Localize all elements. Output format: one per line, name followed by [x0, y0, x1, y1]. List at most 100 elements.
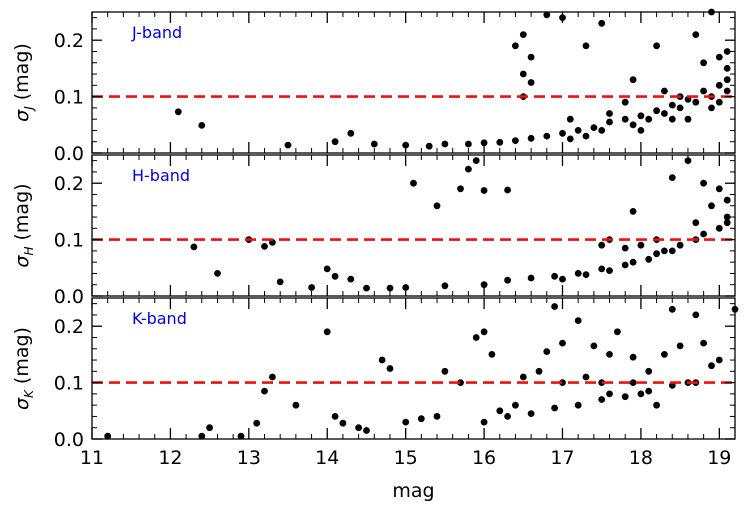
data-point [261, 243, 268, 250]
data-point [433, 413, 441, 420]
data-point [676, 342, 684, 350]
data-point [590, 124, 598, 131]
x-tick-label: 15 [394, 447, 418, 469]
x-tick-label: 16 [472, 447, 496, 469]
data-point [723, 76, 731, 84]
x-tick-label: 14 [315, 447, 339, 469]
data-point [692, 31, 700, 38]
data-point [684, 115, 692, 123]
band-label: J-band [131, 23, 182, 42]
data-point [574, 401, 582, 409]
data-point [347, 129, 355, 137]
y-tick-label: 0.1 [54, 87, 84, 109]
data-point [629, 121, 637, 129]
data-point [629, 379, 637, 386]
data-point [653, 250, 660, 258]
x-tick-label: 18 [629, 447, 653, 469]
data-point [621, 393, 629, 401]
data-point [661, 110, 668, 117]
data-point [441, 282, 449, 290]
data-point [661, 351, 668, 358]
data-point [723, 48, 731, 55]
data-point [645, 367, 653, 375]
data-point [504, 276, 511, 284]
data-point [723, 196, 731, 204]
data-point [261, 387, 268, 395]
data-point [708, 362, 715, 370]
data-point [174, 108, 182, 116]
data-point [700, 179, 707, 187]
data-point [519, 31, 527, 38]
data-point [653, 42, 660, 50]
data-point [668, 305, 676, 313]
data-point [386, 365, 394, 372]
y-axis-label-symbol: σ [11, 397, 33, 410]
data-point [715, 356, 723, 364]
data-point [363, 284, 370, 292]
data-point [355, 424, 362, 432]
data-point [606, 267, 613, 274]
y-axis-label-unit: (mag) [11, 327, 33, 384]
data-point [323, 265, 331, 273]
x-tick-label: 17 [550, 447, 574, 469]
data-point [629, 353, 637, 361]
data-point [629, 258, 637, 266]
data-point [551, 404, 558, 412]
data-point [214, 270, 221, 277]
data-point [496, 138, 504, 146]
data-point [621, 244, 629, 252]
data-point [378, 356, 386, 364]
data-point [527, 410, 535, 417]
data-point [206, 424, 214, 432]
data-point [457, 185, 464, 193]
data-point [598, 396, 606, 403]
data-point [331, 413, 339, 420]
data-point [417, 415, 425, 423]
data-point [629, 208, 637, 215]
data-point [323, 328, 331, 336]
data-point [637, 112, 645, 120]
data-point [504, 413, 511, 420]
data-point [198, 122, 206, 129]
data-point [653, 107, 660, 115]
data-point [621, 261, 629, 269]
data-point [527, 53, 535, 61]
data-point [512, 42, 519, 50]
data-point [190, 243, 198, 251]
data-point [331, 138, 339, 146]
data-point [559, 129, 566, 137]
data-point [715, 81, 723, 89]
data-point [598, 379, 606, 386]
data-point [347, 275, 355, 283]
data-point [700, 230, 707, 238]
x-axis-label: mag [392, 480, 434, 502]
data-point [441, 140, 449, 148]
data-point [637, 241, 645, 249]
data-point [559, 275, 566, 283]
data-point [668, 115, 676, 123]
y-axis-label-unit: (mag) [11, 43, 33, 100]
panel-j: 0.0 0.1 0.2 J-band σJ (mag) [11, 8, 736, 165]
y-tick-label: 0.1 [54, 230, 84, 252]
data-point [543, 132, 551, 140]
y-tick-label: 0.2 [54, 30, 84, 52]
data-point [410, 179, 417, 187]
data-point [559, 339, 566, 347]
data-point [292, 401, 300, 409]
data-point [472, 334, 480, 341]
x-tick-label: 11 [80, 447, 104, 469]
data-point [723, 65, 731, 72]
data-point [614, 328, 621, 336]
data-point [723, 219, 731, 227]
data-point [668, 101, 676, 109]
data-point [527, 134, 535, 142]
data-point [676, 104, 684, 112]
data-point [488, 351, 496, 358]
data-point [465, 140, 472, 148]
data-point [574, 126, 582, 134]
data-point [527, 274, 535, 282]
data-point [661, 87, 668, 95]
y-tick-label: 0.0 [54, 143, 84, 165]
data-point [606, 110, 613, 117]
